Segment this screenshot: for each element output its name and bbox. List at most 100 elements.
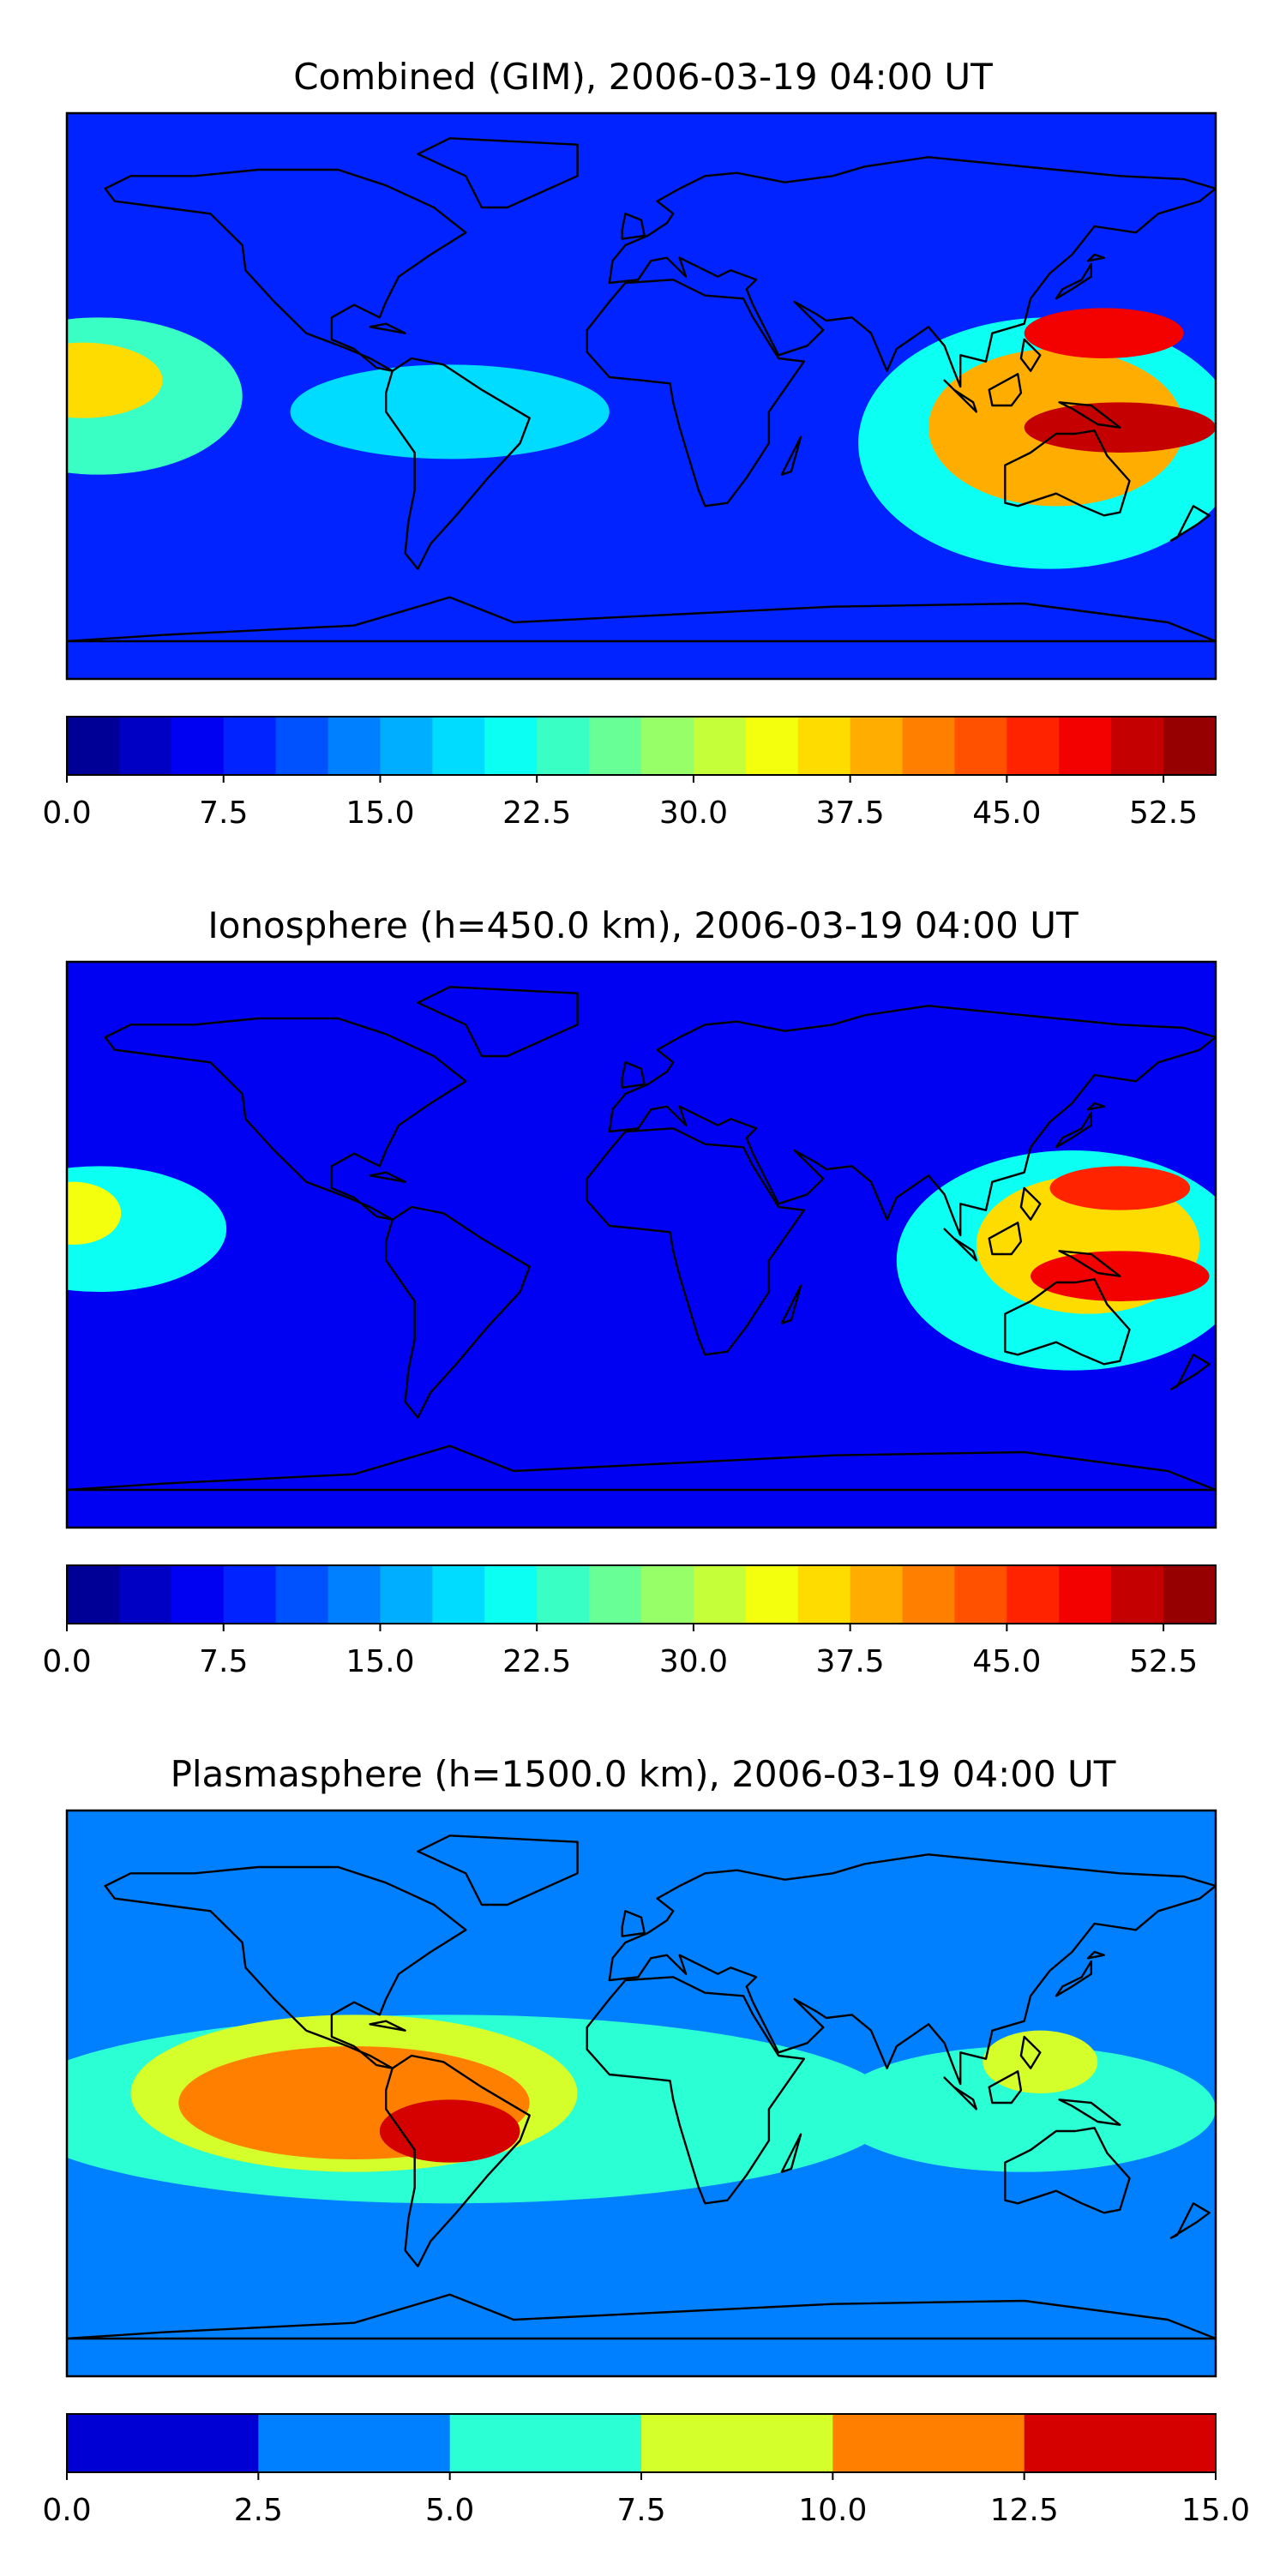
colorbar-tick-label: 5.0 xyxy=(425,2493,474,2528)
coastline xyxy=(988,2070,1023,2105)
coastline xyxy=(1169,505,1211,542)
colorbar-bin xyxy=(449,2414,642,2472)
contour-region xyxy=(290,364,610,459)
panel-combined: Combined (GIM), 2006-03-19 04:00 UT 0.0 7… xyxy=(42,56,1217,831)
colorbar-tick-label: 7.5 xyxy=(199,796,248,831)
coastline xyxy=(1019,338,1042,372)
coastline xyxy=(1058,2099,1121,2126)
colorbar-tick-label: 0.0 xyxy=(42,796,91,831)
colorbar-tick-label: 30.0 xyxy=(659,796,728,831)
contour-region xyxy=(67,1181,122,1245)
colorbar-bin xyxy=(693,1565,747,1624)
map-frame xyxy=(65,1809,1217,2378)
coastlines xyxy=(67,1834,1216,2340)
coastline xyxy=(621,1910,646,1937)
contour-region xyxy=(67,342,163,418)
coastline xyxy=(67,1444,1216,1492)
colorbar-tick-label: 37.5 xyxy=(816,796,885,831)
colorbar-ticks: 0.0 2.5 5.0 7.5 10.0 12.5 15.0 xyxy=(42,2472,1250,2528)
map-field xyxy=(67,113,1216,679)
colorbar-ticks: 0.0 7.5 15.0 22.5 30.0 37.5 45.0 52.5 xyxy=(42,1624,1198,1679)
coastline xyxy=(988,373,1023,407)
coastline xyxy=(943,2076,978,2111)
coastline xyxy=(1004,2127,1131,2214)
colorbar-tick-label: 45.0 xyxy=(972,1644,1041,1679)
coastline xyxy=(988,1222,1023,1256)
colorbar xyxy=(66,716,1217,776)
coastline xyxy=(104,168,467,372)
coastline xyxy=(608,1853,1216,2086)
colorbar-bin xyxy=(797,1565,851,1624)
colorbar-tick-label: 15.0 xyxy=(346,796,414,831)
colorbar-bin xyxy=(223,1565,277,1624)
coastline xyxy=(67,596,1216,643)
colorbar-bin xyxy=(380,717,433,775)
map-field xyxy=(67,1810,1216,2376)
colorbar-bin xyxy=(1024,2414,1217,2472)
colorbar-bin xyxy=(745,717,799,775)
map-frame xyxy=(65,960,1217,1529)
coastline xyxy=(104,1017,467,1221)
colorbar-tick-label: 0.0 xyxy=(42,1644,91,1679)
map-panel xyxy=(65,960,1217,1529)
colorbar-bin xyxy=(328,717,382,775)
contour-region xyxy=(832,2046,1216,2172)
coastline xyxy=(1055,262,1093,300)
map-panel xyxy=(65,1809,1217,2378)
colorbar-bin xyxy=(380,1565,433,1624)
colorbar-tick-label: 37.5 xyxy=(816,1644,885,1679)
colorbar-bin xyxy=(275,717,329,775)
colorbar-bin xyxy=(1007,717,1060,775)
colorbar-bin xyxy=(641,2414,833,2472)
coastline xyxy=(1058,1250,1121,1277)
coastline xyxy=(1004,1278,1131,1366)
colorbar-bin xyxy=(258,2414,451,2472)
colorbar-bin xyxy=(432,1565,485,1624)
coastline xyxy=(1019,1186,1042,1221)
colorbar-bin xyxy=(67,1565,120,1624)
colorbar-bin xyxy=(1059,717,1112,775)
coastline xyxy=(67,2293,1216,2340)
colorbar-bin xyxy=(1111,717,1164,775)
coastline xyxy=(780,1284,802,1324)
coastline xyxy=(943,379,978,413)
colorbar-bin xyxy=(832,2414,1025,2472)
colorbar-bin xyxy=(67,2414,259,2472)
colorbar-bin xyxy=(693,717,747,775)
colorbar-tick-label: 7.5 xyxy=(199,1644,248,1679)
colorbar xyxy=(66,2413,1217,2473)
colorbar-bin xyxy=(850,717,904,775)
coastline xyxy=(586,279,805,507)
coastline xyxy=(1019,2035,1042,2069)
coastline xyxy=(621,1061,646,1089)
panel-title: Combined (GIM), 2006-03-19 04:00 UT xyxy=(293,56,993,98)
colorbar-bin xyxy=(1163,1565,1217,1624)
coastline xyxy=(1086,1950,1105,1960)
contour-region xyxy=(379,2099,520,2163)
coastline xyxy=(1169,1354,1211,1390)
coastline xyxy=(586,1127,805,1356)
coastline xyxy=(369,322,406,334)
coastline xyxy=(369,2020,406,2032)
contour-region xyxy=(1049,1166,1191,1210)
colorbar-bin xyxy=(171,1565,225,1624)
coastline xyxy=(417,137,579,209)
colorbar-bin xyxy=(902,717,956,775)
colorbar-tick-label: 2.5 xyxy=(234,2493,283,2528)
coastline xyxy=(104,1865,467,2069)
colorbar-bin xyxy=(484,717,538,775)
colorbar xyxy=(66,1564,1217,1624)
colorbar-bin xyxy=(641,1565,694,1624)
panel-title: Plasmasphere (h=1500.0 km), 2006-03-19 0… xyxy=(171,1753,1116,1795)
coastline xyxy=(943,1228,978,1262)
colorbar-bin xyxy=(1163,717,1217,775)
coastline xyxy=(780,435,802,476)
coastline xyxy=(1055,1960,1093,1997)
colorbar-bin xyxy=(223,717,277,775)
colorbar-bin xyxy=(589,717,642,775)
coastline xyxy=(780,2133,802,2173)
colorbar-bin xyxy=(118,717,172,775)
colorbar-bin xyxy=(432,717,485,775)
colorbar-tick-label: 22.5 xyxy=(502,1644,571,1679)
